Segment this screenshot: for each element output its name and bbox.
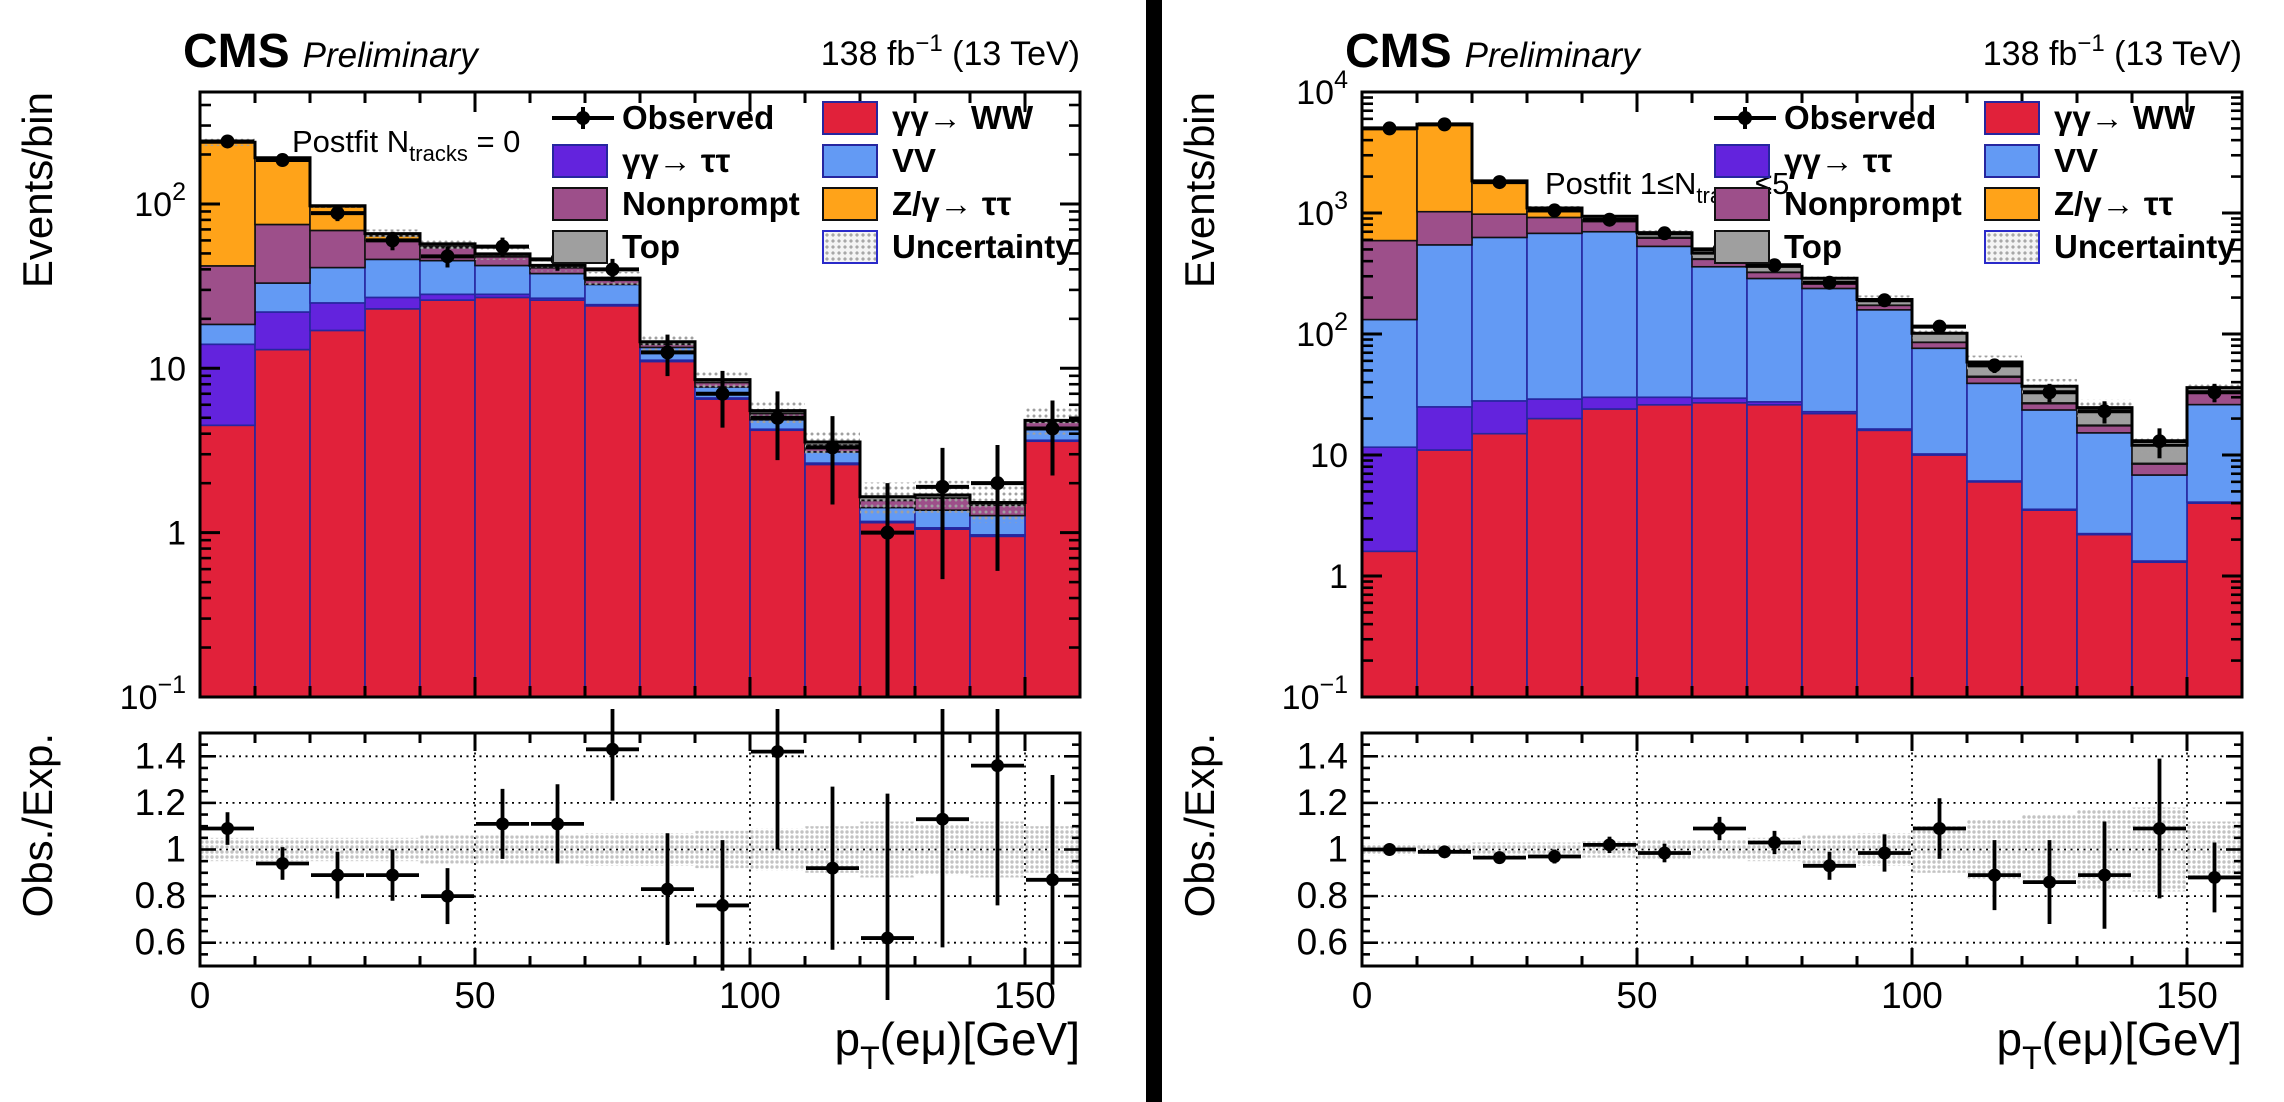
lumi-exponent: −1 (2077, 30, 2105, 57)
panel-ntracks-0: 102 10 1 10−1 0.6 0.8 1 1.2 1.4 0 50 100 150 CMS Pre… (14, 24, 1082, 1076)
cms-logo-text: CMS (183, 25, 290, 78)
x-tick-label: 50 (1616, 975, 1657, 1016)
luminosity-label: 138 fb−1 (13 TeV) (1983, 30, 2242, 74)
stack-layer-ww (1361, 402, 2243, 698)
svg-text:0.8: 0.8 (1297, 875, 1348, 916)
x-tick-label: 100 (719, 975, 781, 1016)
postfit-region-label: Postfit Ntracks = 0 (292, 124, 521, 166)
svg-text:0.8: 0.8 (135, 875, 186, 916)
panel-divider (1146, 0, 1162, 1102)
lumi-energy: (13 TeV) (2104, 35, 2242, 73)
y-axis-title-main: Events/bin (1176, 92, 1223, 289)
main-frame (198, 90, 1082, 699)
svg-text:1: 1 (1329, 558, 1348, 596)
svg-text:0.6: 0.6 (135, 922, 186, 963)
svg-text:10−1: 10−1 (1282, 671, 1348, 717)
svg-text:10−1: 10−1 (120, 671, 186, 717)
observed-points-main (1363, 117, 2241, 459)
svg-text:10: 10 (1310, 437, 1348, 475)
x-tick-label: 50 (454, 975, 495, 1016)
svg-text:10: 10 (148, 350, 186, 388)
x-axis-title: pT(eμ)[GeV] (834, 1013, 1080, 1076)
y-axis-title-ratio: Obs./Exp. (1176, 733, 1223, 918)
panel-ntracks-1to5: 104 103 102 10 1 10−1 0.6 0.8 1 1.2 1.4 0 50 100 150 C… (1162, 0, 2284, 1102)
x-tick-label: 0 (190, 975, 211, 1016)
lumi-value: 138 fb (1982, 35, 2078, 73)
svg-text:103: 103 (1296, 187, 1348, 233)
svg-text:102: 102 (134, 178, 186, 224)
stack-layer-vv (1361, 230, 2243, 562)
ratio-panel: 0.6 0.8 1 1.2 1.4 (135, 709, 1082, 1000)
svg-text:1.4: 1.4 (1297, 735, 1348, 776)
total-expected-outline (200, 140, 1080, 505)
x-axis-title: pT(eμ)[GeV] (1996, 1013, 2242, 1076)
svg-text:1.2: 1.2 (1297, 782, 1348, 823)
ratio-axes: 0.6 0.8 1 1.2 1.4 (1297, 733, 2244, 966)
observed-points-main (201, 134, 1079, 696)
svg-text:1.4: 1.4 (135, 735, 186, 776)
ratio-panel: 0.6 0.8 1 1.2 1.4 (1297, 731, 2244, 968)
main-stack (199, 134, 1081, 698)
x-tick-label: 100 (1881, 975, 1943, 1016)
ratio-frame (1360, 731, 2244, 968)
lumi-energy: (13 TeV) (942, 35, 1080, 73)
plot-header: CMS Preliminary (1345, 24, 1640, 79)
main-frame (1360, 90, 2244, 699)
x-tick-label: 150 (994, 975, 1056, 1016)
svg-text:1: 1 (167, 515, 186, 553)
svg-text:1: 1 (165, 829, 186, 870)
ratio-points (201, 709, 1079, 1000)
lumi-value: 138 fb (820, 35, 916, 73)
total-expected-outline (1362, 122, 2242, 447)
luminosity-label: 138 fb−1 (13 TeV) (821, 30, 1080, 74)
stack-layer-ww (199, 296, 1081, 698)
ratio-uncertainty-band (1362, 807, 2242, 892)
svg-text:1.2: 1.2 (135, 782, 186, 823)
ratio-uncertainty-band (200, 821, 1080, 878)
main-stack (1361, 117, 2243, 698)
postfit-region-label: Postfit 1≤Ntracks≤5 (1545, 166, 1790, 208)
ratio-frame (198, 731, 1082, 968)
preliminary-text: Preliminary (1464, 36, 1640, 75)
svg-text:104: 104 (1296, 66, 1348, 112)
svg-text:0.6: 0.6 (1297, 922, 1348, 963)
stack-layer-ggtt (1361, 396, 2243, 564)
ratio-axes: 0.6 0.8 1 1.2 1.4 (135, 733, 1082, 966)
preliminary-text: Preliminary (302, 36, 478, 75)
y-axis-title-main: Events/bin (14, 92, 61, 289)
cms-logo-text: CMS (1345, 25, 1452, 78)
svg-text:1: 1 (1327, 829, 1348, 870)
stacked-histogram-and-ratio-chart: 102 10 1 10−1 0.6 0.8 1 1.2 1.4 0 50 100 150 (120, 90, 1082, 1016)
y-axis-title-ratio: Obs./Exp. (14, 733, 61, 918)
x-tick-label: 0 (1352, 975, 1373, 1016)
lumi-exponent: −1 (915, 30, 943, 57)
svg-text:102: 102 (1296, 308, 1348, 354)
plot-header: CMS Preliminary (183, 24, 478, 79)
x-tick-label: 150 (2156, 975, 2218, 1016)
ratio-points (1363, 758, 2241, 929)
